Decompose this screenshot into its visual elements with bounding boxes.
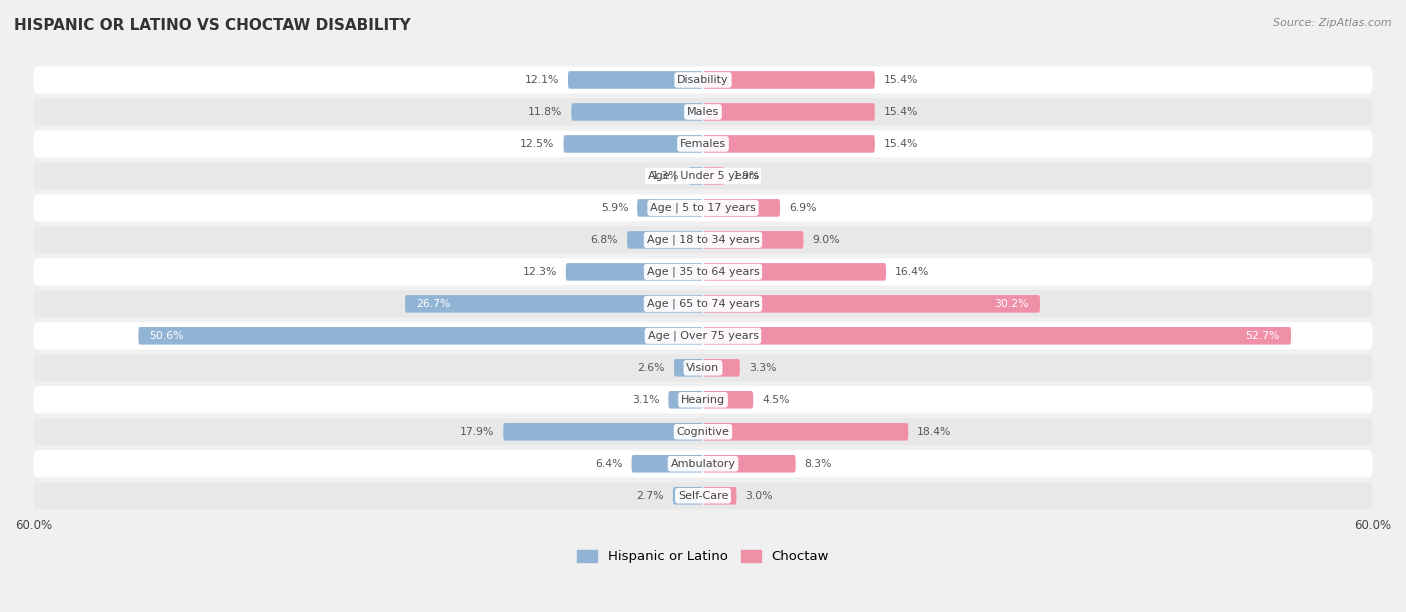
FancyBboxPatch shape: [34, 354, 1372, 381]
FancyBboxPatch shape: [627, 231, 703, 248]
Text: 12.3%: 12.3%: [523, 267, 557, 277]
Text: 1.9%: 1.9%: [733, 171, 761, 181]
FancyBboxPatch shape: [503, 423, 703, 441]
FancyBboxPatch shape: [703, 359, 740, 376]
Text: Self-Care: Self-Care: [678, 491, 728, 501]
FancyBboxPatch shape: [703, 423, 908, 441]
Text: 17.9%: 17.9%: [460, 427, 495, 437]
FancyBboxPatch shape: [34, 450, 1372, 477]
Text: 16.4%: 16.4%: [894, 267, 929, 277]
Text: Age | 18 to 34 years: Age | 18 to 34 years: [647, 234, 759, 245]
Text: Age | 5 to 17 years: Age | 5 to 17 years: [650, 203, 756, 213]
FancyBboxPatch shape: [571, 103, 703, 121]
Text: 6.9%: 6.9%: [789, 203, 817, 213]
Text: Age | Over 75 years: Age | Over 75 years: [648, 330, 758, 341]
Text: 9.0%: 9.0%: [813, 235, 839, 245]
Text: Age | 65 to 74 years: Age | 65 to 74 years: [647, 299, 759, 309]
Text: 12.1%: 12.1%: [524, 75, 560, 85]
Text: 15.4%: 15.4%: [884, 75, 918, 85]
Text: 6.4%: 6.4%: [595, 459, 623, 469]
FancyBboxPatch shape: [565, 263, 703, 281]
FancyBboxPatch shape: [138, 327, 703, 345]
FancyBboxPatch shape: [703, 199, 780, 217]
Text: 18.4%: 18.4%: [917, 427, 952, 437]
Text: Age | Under 5 years: Age | Under 5 years: [648, 171, 758, 181]
FancyBboxPatch shape: [703, 135, 875, 153]
FancyBboxPatch shape: [673, 359, 703, 376]
FancyBboxPatch shape: [405, 295, 703, 313]
Text: 12.5%: 12.5%: [520, 139, 554, 149]
FancyBboxPatch shape: [703, 455, 796, 472]
FancyBboxPatch shape: [703, 487, 737, 504]
FancyBboxPatch shape: [668, 391, 703, 409]
Text: 5.9%: 5.9%: [600, 203, 628, 213]
FancyBboxPatch shape: [703, 391, 754, 409]
Text: 3.3%: 3.3%: [749, 363, 776, 373]
FancyBboxPatch shape: [34, 258, 1372, 285]
Text: 52.7%: 52.7%: [1246, 331, 1279, 341]
Text: 4.5%: 4.5%: [762, 395, 790, 405]
FancyBboxPatch shape: [703, 327, 1291, 345]
Text: 26.7%: 26.7%: [416, 299, 451, 309]
Text: Source: ZipAtlas.com: Source: ZipAtlas.com: [1274, 18, 1392, 28]
Text: 2.6%: 2.6%: [637, 363, 665, 373]
Text: Ambulatory: Ambulatory: [671, 459, 735, 469]
Text: 15.4%: 15.4%: [884, 139, 918, 149]
Text: 8.3%: 8.3%: [804, 459, 832, 469]
FancyBboxPatch shape: [34, 99, 1372, 125]
Text: 50.6%: 50.6%: [149, 331, 184, 341]
FancyBboxPatch shape: [34, 323, 1372, 349]
Text: 11.8%: 11.8%: [529, 107, 562, 117]
FancyBboxPatch shape: [34, 290, 1372, 318]
Text: Age | 35 to 64 years: Age | 35 to 64 years: [647, 267, 759, 277]
Text: 3.0%: 3.0%: [745, 491, 773, 501]
Text: HISPANIC OR LATINO VS CHOCTAW DISABILITY: HISPANIC OR LATINO VS CHOCTAW DISABILITY: [14, 18, 411, 34]
Text: Disability: Disability: [678, 75, 728, 85]
Text: 15.4%: 15.4%: [884, 107, 918, 117]
FancyBboxPatch shape: [703, 295, 1040, 313]
FancyBboxPatch shape: [703, 231, 803, 248]
Text: 6.8%: 6.8%: [591, 235, 619, 245]
FancyBboxPatch shape: [34, 482, 1372, 509]
FancyBboxPatch shape: [568, 71, 703, 89]
Text: Females: Females: [681, 139, 725, 149]
Text: 2.7%: 2.7%: [637, 491, 664, 501]
Text: 3.1%: 3.1%: [631, 395, 659, 405]
Text: Hearing: Hearing: [681, 395, 725, 405]
Legend: Hispanic or Latino, Choctaw: Hispanic or Latino, Choctaw: [578, 550, 828, 564]
FancyBboxPatch shape: [689, 167, 703, 185]
FancyBboxPatch shape: [34, 194, 1372, 222]
FancyBboxPatch shape: [34, 130, 1372, 157]
FancyBboxPatch shape: [34, 66, 1372, 94]
FancyBboxPatch shape: [34, 162, 1372, 190]
Text: 1.3%: 1.3%: [652, 171, 679, 181]
Text: Cognitive: Cognitive: [676, 427, 730, 437]
FancyBboxPatch shape: [34, 226, 1372, 253]
FancyBboxPatch shape: [564, 135, 703, 153]
Text: 30.2%: 30.2%: [994, 299, 1029, 309]
FancyBboxPatch shape: [703, 103, 875, 121]
FancyBboxPatch shape: [703, 71, 875, 89]
FancyBboxPatch shape: [673, 487, 703, 504]
FancyBboxPatch shape: [703, 167, 724, 185]
Text: Males: Males: [688, 107, 718, 117]
FancyBboxPatch shape: [637, 199, 703, 217]
FancyBboxPatch shape: [34, 386, 1372, 413]
Text: Vision: Vision: [686, 363, 720, 373]
FancyBboxPatch shape: [34, 418, 1372, 446]
FancyBboxPatch shape: [631, 455, 703, 472]
FancyBboxPatch shape: [703, 263, 886, 281]
